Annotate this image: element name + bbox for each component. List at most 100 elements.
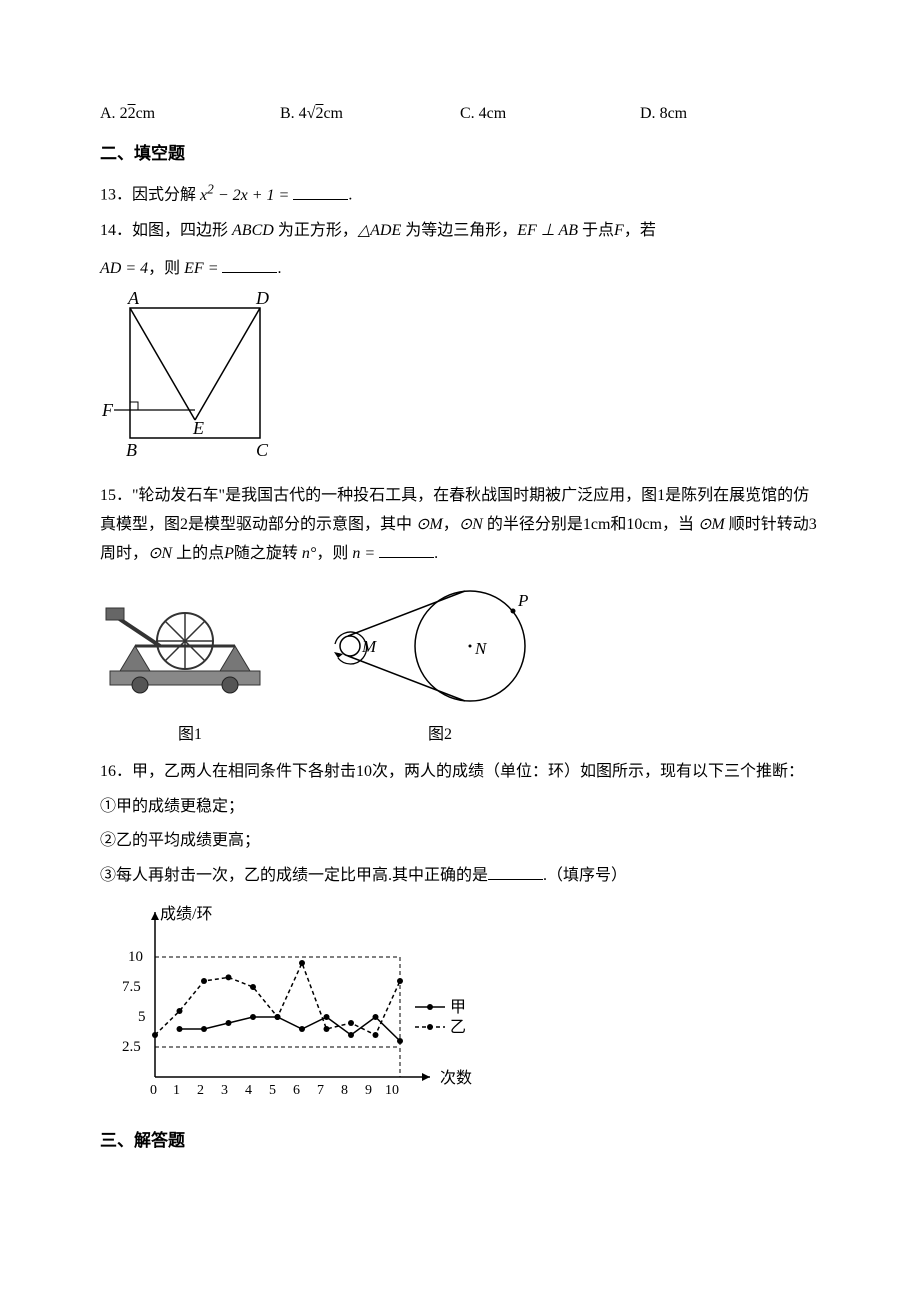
option-a: A. 22cm <box>100 100 280 129</box>
xtick-1: 1 <box>173 1083 180 1098</box>
yi-series <box>152 960 403 1038</box>
xtick-7: 7 <box>317 1083 324 1098</box>
xlabel: 次数 <box>440 1069 472 1087</box>
q14-label-C: C <box>256 440 269 460</box>
q15-p: P <box>224 545 234 562</box>
ylabel: 成绩/环 <box>160 905 212 923</box>
option-d-prefix: D. <box>640 105 656 122</box>
q14-period: . <box>277 260 281 277</box>
q14-svg: A D F E B C <box>100 290 275 465</box>
jia-series <box>177 1014 404 1044</box>
xtick-9: 9 <box>365 1083 372 1098</box>
q14-abcd: ABCD <box>232 222 274 239</box>
q12-options: A. 22cm B. 4√2cm C. 4cm D. 8cm <box>100 100 820 129</box>
option-d-value: 8cm <box>660 105 688 122</box>
xtick-6: 6 <box>293 1083 300 1098</box>
q15-m2: ⊙M <box>698 516 725 533</box>
xtick-5: 5 <box>269 1083 276 1098</box>
q13-num: 13． <box>100 187 132 204</box>
q14-label-D: D <box>255 290 269 308</box>
xtick-3: 3 <box>221 1083 228 1098</box>
q15-n2: ⊙N <box>148 545 172 562</box>
q13-expr: x2 − 2x + 1 = <box>200 187 289 204</box>
q13: 13．因式分解 x2 − 2x + 1 = . <box>100 177 820 210</box>
q15-fig1: 图1 <box>100 586 280 750</box>
q15-t6: 随之旋转 <box>234 545 302 562</box>
q14-ad: AD = 4 <box>100 260 148 277</box>
q14: 14．如图，四边形 ABCD 为正方形，△ADE 为等边三角形，EF ⊥ AB … <box>100 217 820 285</box>
q16-s1: ①甲的成绩更稳定； <box>100 793 820 822</box>
option-b-value: 4√2cm <box>299 105 343 122</box>
q15-blank <box>379 542 434 558</box>
q16-blank <box>488 864 543 880</box>
q14-label-A: A <box>127 290 140 308</box>
q16: 16．甲，乙两人在相同条件下各射击10次，两人的成绩（单位：环）如图所示，现有以… <box>100 758 820 787</box>
ytick-5: 5 <box>138 1009 146 1025</box>
q14-label-F: F <box>101 400 114 420</box>
q16-s3: ③每人再射击一次，乙的成绩一定比甲高.其中正确的是 .（填序号） <box>100 862 820 891</box>
q16-chart: 10 7.5 5 2.5 0 1 2 3 4 5 6 7 8 9 10 成绩/环… <box>100 897 820 1118</box>
option-d: D. 8cm <box>640 100 820 129</box>
q15-m: ⊙M <box>416 516 443 533</box>
q14-blank <box>222 257 277 273</box>
q15-neq: n = <box>352 545 375 562</box>
option-c-prefix: C. <box>460 105 475 122</box>
q14-t2: 为正方形， <box>274 222 358 239</box>
ytick-10: 10 <box>128 949 143 965</box>
section-3-heading: 三、解答题 <box>100 1126 820 1157</box>
q16-chart-svg: 10 7.5 5 2.5 0 1 2 3 4 5 6 7 8 9 10 成绩/环… <box>100 897 490 1107</box>
q15-fig1-svg <box>100 586 280 706</box>
q15-label-M: M <box>361 637 377 656</box>
q15: 15．"轮动发石车"是我国古代的一种投石工具，在春秋战国时期被广泛应用，图1是陈… <box>100 482 820 568</box>
ytick-75: 7.5 <box>122 979 141 995</box>
q14-figure: A D F E B C <box>100 290 820 476</box>
q15-t2: ， <box>443 516 459 533</box>
xtick-10: 10 <box>385 1083 399 1098</box>
q16-num: 16． <box>100 763 132 780</box>
q15-period: . <box>434 545 438 562</box>
option-a-prefix: A. <box>100 105 116 122</box>
q16-s3b: .（填序号） <box>543 867 627 884</box>
xtick-0: 0 <box>150 1083 157 1098</box>
q15-t5: 上的点 <box>172 545 224 562</box>
q14-f: F <box>614 222 624 239</box>
ytick-25: 2.5 <box>122 1039 141 1055</box>
xtick-8: 8 <box>341 1083 348 1098</box>
q13-text: 因式分解 <box>132 187 200 204</box>
q15-label-N: N <box>474 639 488 658</box>
section-2-heading: 二、填空题 <box>100 139 820 170</box>
q15-label-P: P <box>517 591 528 610</box>
q14-num: 14． <box>100 222 132 239</box>
xtick-2: 2 <box>197 1083 204 1098</box>
option-c-value: 4cm <box>479 105 507 122</box>
option-b: B. 4√2cm <box>280 100 460 129</box>
option-b-prefix: B. <box>280 105 295 122</box>
q14-t3: 为等边三角形， <box>401 222 517 239</box>
q15-ndeg: n° <box>302 545 316 562</box>
q14-efe: EF = <box>184 260 218 277</box>
q15-num: 15． <box>100 487 132 504</box>
q15-figures: 图1 N M P 图2 <box>100 576 820 750</box>
q15-cap2: 图2 <box>310 721 570 750</box>
q15-t7: ，则 <box>316 545 352 562</box>
q14-t1: 如图，四边形 <box>132 222 232 239</box>
q16-t1: 甲，乙两人在相同条件下各射击10次，两人的成绩（单位：环）如图所示，现有以下三个… <box>132 763 804 780</box>
q13-period: . <box>348 187 352 204</box>
q14-tri: △ADE <box>358 222 401 239</box>
q15-fig2-svg: N M P <box>310 576 570 706</box>
option-a-value: 22cm <box>120 105 156 122</box>
q16-s2: ②乙的平均成绩更高； <box>100 827 820 856</box>
q15-cap1: 图1 <box>100 721 280 750</box>
option-c: C. 4cm <box>460 100 640 129</box>
q14-t4: 于点 <box>578 222 614 239</box>
q16-s3a: ③每人再射击一次，乙的成绩一定比甲高.其中正确的是 <box>100 867 488 884</box>
q13-blank <box>293 184 348 200</box>
xtick-4: 4 <box>245 1083 252 1098</box>
q14-label-B: B <box>126 440 137 460</box>
legend-jia: 甲 <box>450 999 466 1016</box>
q14-label-E: E <box>192 418 204 438</box>
q15-t3: 的半径分别是1cm和10cm，当 <box>483 516 698 533</box>
q15-fig2: N M P 图2 <box>310 576 570 750</box>
legend-yi: 乙 <box>450 1019 466 1036</box>
q14-t5: ，若 <box>624 222 656 239</box>
